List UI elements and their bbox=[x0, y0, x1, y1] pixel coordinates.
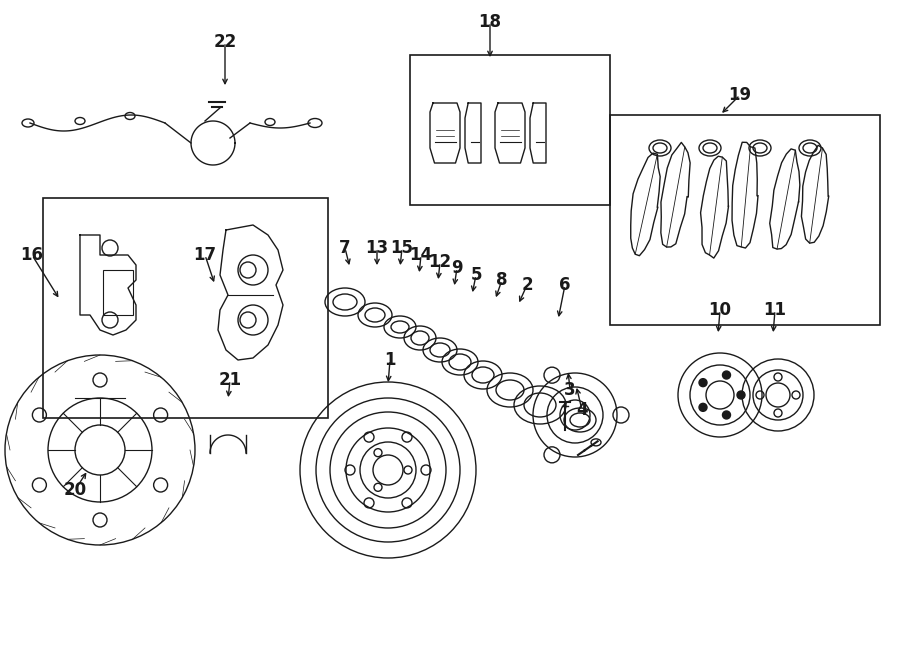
Bar bbox=[43, 198, 328, 418]
Text: 7: 7 bbox=[339, 239, 351, 257]
Circle shape bbox=[723, 411, 731, 419]
Bar bbox=[103, 270, 133, 315]
Text: 15: 15 bbox=[391, 239, 413, 257]
Text: 12: 12 bbox=[428, 253, 452, 271]
Text: 19: 19 bbox=[728, 86, 752, 104]
Text: 6: 6 bbox=[559, 276, 571, 294]
Circle shape bbox=[699, 379, 707, 387]
Text: 10: 10 bbox=[708, 301, 732, 319]
Text: 16: 16 bbox=[21, 246, 43, 264]
Text: 22: 22 bbox=[213, 33, 237, 51]
Text: 2: 2 bbox=[521, 276, 533, 294]
Circle shape bbox=[723, 371, 731, 379]
Circle shape bbox=[699, 403, 707, 411]
Bar bbox=[410, 55, 610, 205]
Text: 18: 18 bbox=[479, 13, 501, 31]
Text: 20: 20 bbox=[63, 481, 86, 499]
Bar bbox=[610, 115, 880, 325]
Text: 14: 14 bbox=[410, 246, 433, 264]
Text: 8: 8 bbox=[496, 271, 508, 289]
Text: 5: 5 bbox=[470, 266, 482, 284]
Text: 11: 11 bbox=[763, 301, 787, 319]
Text: 13: 13 bbox=[365, 239, 389, 257]
Text: 9: 9 bbox=[451, 259, 463, 277]
Text: 3: 3 bbox=[564, 381, 576, 399]
Circle shape bbox=[737, 391, 745, 399]
Text: 21: 21 bbox=[219, 371, 241, 389]
Text: 17: 17 bbox=[194, 246, 217, 264]
Text: 4: 4 bbox=[576, 401, 588, 419]
Text: 1: 1 bbox=[384, 351, 396, 369]
